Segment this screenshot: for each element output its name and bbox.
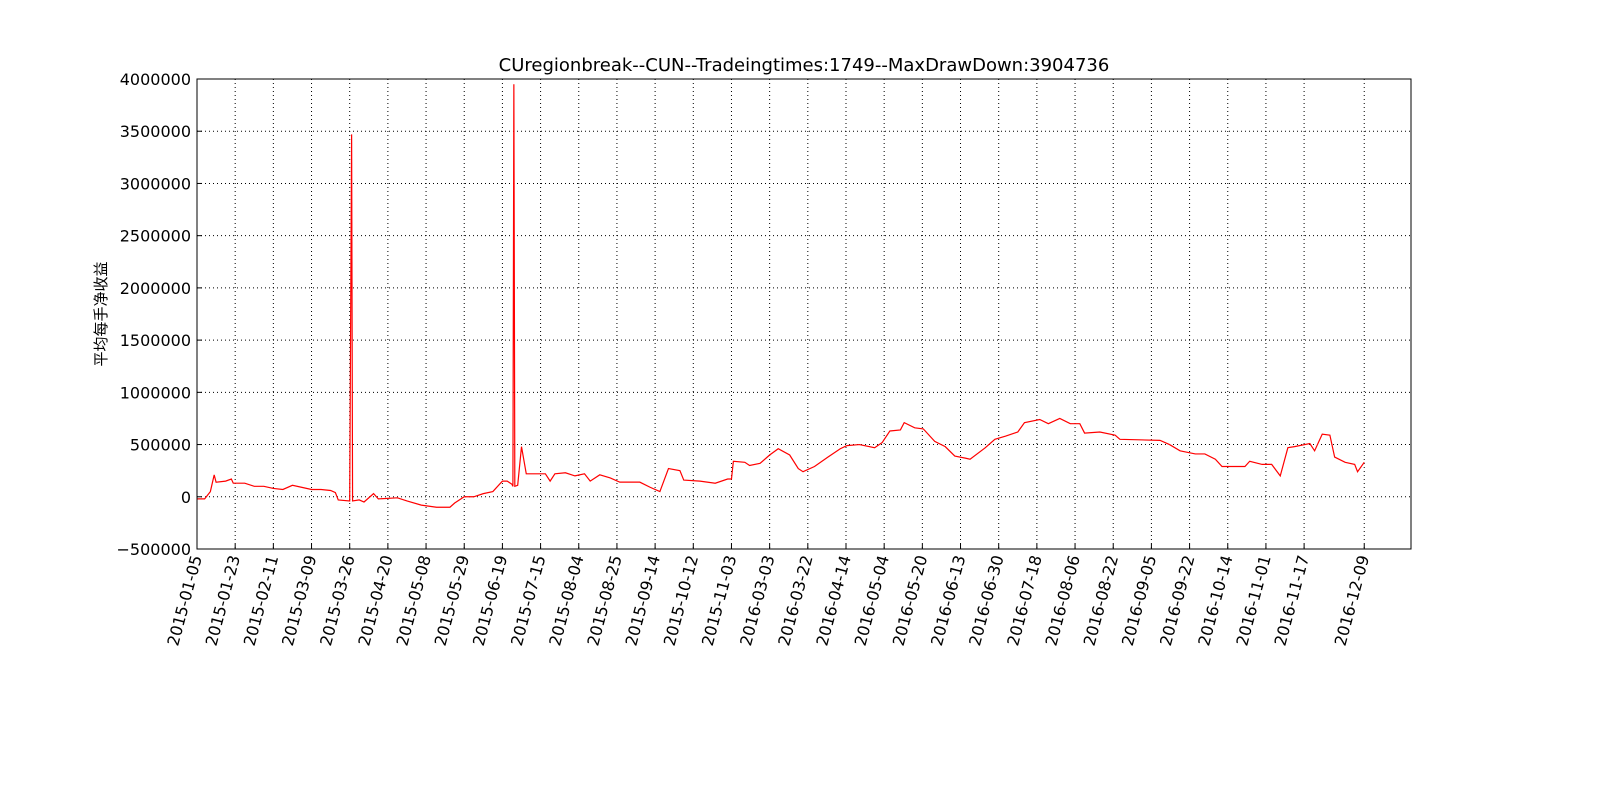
y-tick-label: 0 [181,488,191,507]
y-tick-label: 1000000 [120,383,191,402]
y-tick-label: 500000 [130,436,191,455]
y-tick-label: 4000000 [120,70,191,89]
y-tick-label: −500000 [117,540,191,559]
chart-title: CUregionbreak--CUN--Tradeingtimes:1749--… [499,55,1110,76]
y-tick-label: 2000000 [120,279,191,298]
y-tick-label: 3500000 [120,122,191,141]
y-tick-label: 3000000 [120,174,191,193]
y-tick-label: 1500000 [120,331,191,350]
y-tick-label: 2500000 [120,227,191,246]
plot-frame [196,78,1412,550]
y-axis-label: 平均每手净收益 [92,261,110,366]
line-series [197,84,1365,508]
